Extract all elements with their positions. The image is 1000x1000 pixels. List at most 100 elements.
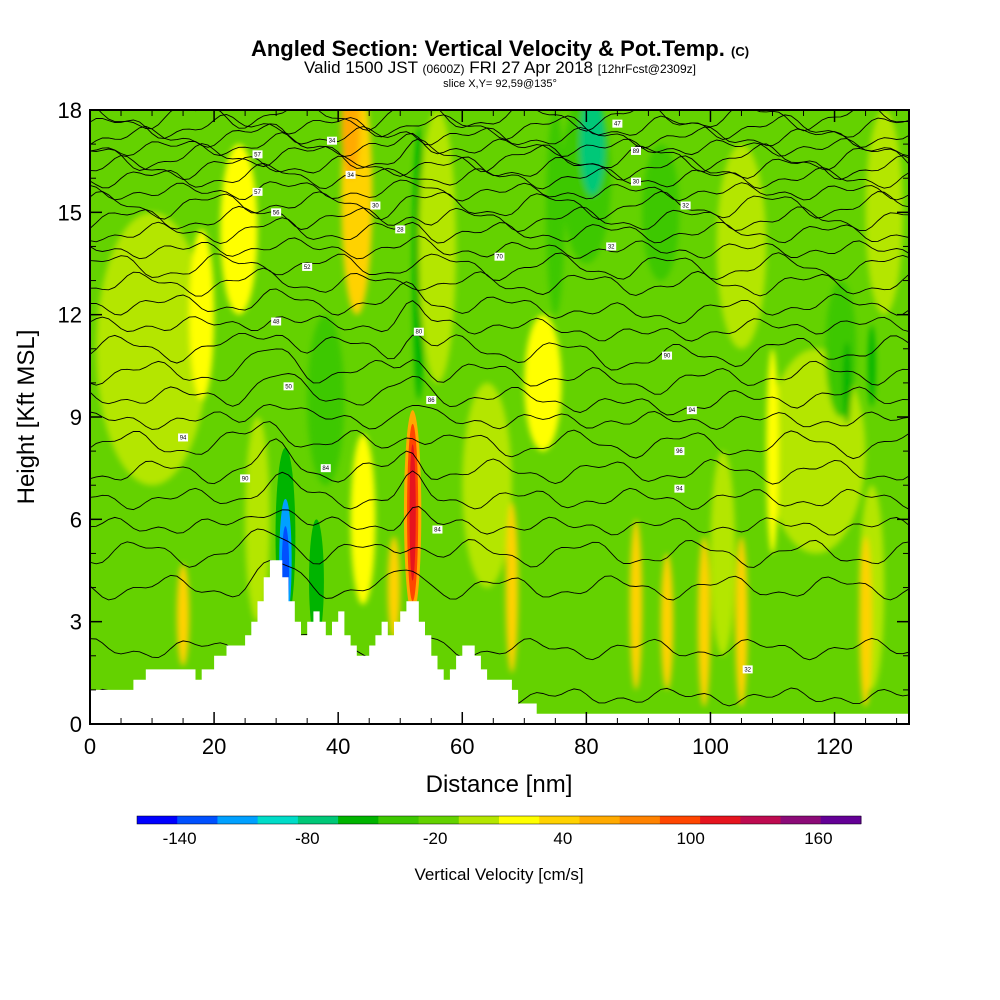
theta-contour bbox=[90, 332, 909, 371]
field-blob bbox=[865, 110, 903, 315]
y-tick-label: 0 bbox=[70, 712, 82, 737]
colorbar-swatch bbox=[217, 816, 259, 824]
contour-label: 94 bbox=[674, 484, 685, 493]
y-tick-label: 6 bbox=[70, 507, 82, 532]
field-blob bbox=[825, 280, 857, 417]
colorbar: -140 -80 -20 40 100 160 bbox=[136, 815, 862, 848]
terrain-profile bbox=[90, 560, 909, 724]
contour-label: 90 bbox=[662, 351, 673, 360]
colorbar-swatch bbox=[378, 816, 420, 824]
theta-contour bbox=[90, 506, 909, 536]
contour-label: 56 bbox=[271, 208, 282, 217]
field-blob bbox=[350, 434, 376, 605]
theta-contour bbox=[90, 123, 909, 149]
x-tick-label: 60 bbox=[450, 734, 474, 759]
theta-contour bbox=[90, 300, 909, 342]
contour-label-text: 90 bbox=[664, 354, 671, 360]
field-blob bbox=[341, 110, 360, 179]
y-axis-label: Height [Kft MSL] bbox=[13, 330, 40, 505]
x-tick-label: 40 bbox=[326, 734, 350, 759]
contour-label-text: 84 bbox=[434, 528, 441, 534]
contour-label: 94 bbox=[178, 433, 189, 442]
field-blob bbox=[842, 341, 852, 424]
contour-label-text: 94 bbox=[180, 435, 187, 441]
theta-contour bbox=[90, 281, 909, 325]
contour-label-text: 34 bbox=[347, 173, 354, 179]
y-tick-label: 18 bbox=[58, 98, 82, 123]
field-blob bbox=[735, 536, 748, 707]
y-tick-label: 12 bbox=[58, 303, 82, 328]
colorbar-swatch bbox=[740, 816, 782, 824]
contour-label-text: 94 bbox=[676, 487, 683, 493]
field-blob bbox=[505, 502, 519, 673]
colorbar-swatch bbox=[418, 816, 460, 824]
field-blob bbox=[868, 324, 876, 407]
theta-contour bbox=[90, 373, 909, 416]
colorbar-label: 40 bbox=[553, 829, 572, 848]
contour-label: 32 bbox=[680, 201, 691, 210]
contour-label: 57 bbox=[252, 150, 263, 159]
contour-label: 30 bbox=[631, 177, 641, 186]
theta-contour bbox=[90, 114, 909, 141]
contour-label-text: 86 bbox=[428, 398, 435, 404]
theta-contour bbox=[90, 138, 909, 173]
contour-label-text: 84 bbox=[322, 466, 329, 472]
x-tick-label: 100 bbox=[692, 734, 729, 759]
colorbar-swatch bbox=[539, 816, 580, 824]
field-blob bbox=[698, 536, 711, 707]
theta-contour bbox=[90, 528, 909, 568]
theta-contour bbox=[90, 217, 909, 244]
contour-label-text: 90 bbox=[242, 476, 249, 482]
colorbar-label: -20 bbox=[423, 829, 448, 848]
contour-label: 89 bbox=[631, 146, 641, 155]
field-blob bbox=[307, 314, 345, 486]
contour-label-text: 70 bbox=[496, 255, 503, 261]
contour-label: 32 bbox=[606, 242, 617, 251]
field-plume bbox=[409, 444, 416, 581]
colorbar-swatch bbox=[499, 816, 540, 824]
contour-label: 50 bbox=[283, 382, 294, 391]
contour-label: 70 bbox=[494, 252, 505, 261]
contour-label-text: 94 bbox=[688, 408, 695, 414]
theta-contour bbox=[90, 132, 909, 157]
x-tick-label: 120 bbox=[816, 734, 853, 759]
contour-label-text: 28 bbox=[397, 227, 404, 233]
field-plume bbox=[309, 519, 324, 643]
field-blob bbox=[189, 229, 215, 400]
theta-contour bbox=[90, 190, 909, 221]
contour-label-text: 30 bbox=[372, 204, 379, 210]
utc-time: (0600Z) bbox=[422, 62, 465, 76]
contour-label: 32 bbox=[742, 665, 753, 674]
y-tick-label: 15 bbox=[58, 200, 82, 225]
contour-label-text: 48 bbox=[273, 319, 280, 325]
field-blob bbox=[418, 110, 457, 383]
theta-contour bbox=[90, 205, 909, 233]
colorbar-swatch bbox=[177, 816, 218, 824]
field-blob bbox=[96, 212, 208, 486]
theta-contour bbox=[90, 162, 909, 190]
contour-label: 34 bbox=[326, 136, 337, 145]
contour-label: 47 bbox=[612, 119, 623, 128]
colorbar-swatch bbox=[257, 816, 299, 824]
contour-label: 84 bbox=[320, 464, 331, 473]
contour-label-text: 57 bbox=[254, 152, 261, 158]
theta-contour bbox=[90, 403, 909, 430]
contour-label: 52 bbox=[302, 262, 313, 271]
contour-label: 80 bbox=[413, 327, 424, 336]
contour-label-text: 30 bbox=[633, 180, 640, 186]
field-blob bbox=[462, 382, 512, 588]
theta-contours bbox=[90, 110, 909, 707]
contour-labels: 57 57 56 52 48 34 34 30 28 70 80 86 50 94 90 84 84 47 89 30… bbox=[178, 119, 753, 674]
colorbar-label: 100 bbox=[676, 829, 704, 848]
colorbar-swatch bbox=[820, 816, 862, 824]
theta-contour bbox=[90, 154, 909, 181]
contour-label-text: 32 bbox=[682, 204, 689, 210]
x-axis-label: Distance [nm] bbox=[426, 771, 573, 798]
colorbar-swatch bbox=[458, 816, 500, 824]
field-blob bbox=[387, 536, 401, 639]
colorbar-label: -80 bbox=[295, 829, 320, 848]
colorbar-swatch bbox=[297, 816, 339, 824]
theta-contour bbox=[90, 421, 909, 460]
contour-label: 86 bbox=[426, 395, 437, 404]
